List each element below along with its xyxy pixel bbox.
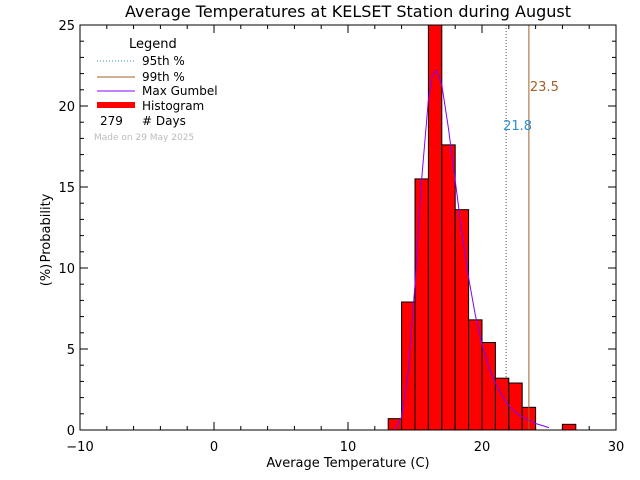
y-axis-label-line2: (%) bbox=[39, 264, 54, 287]
histogram-bar-4 bbox=[441, 144, 456, 431]
y-tick-label: 5 bbox=[67, 343, 75, 358]
legend-gumbel-label: Max Gumbel bbox=[142, 84, 218, 98]
x-tick-label: −10 bbox=[66, 440, 93, 455]
y-tick-label: 20 bbox=[58, 100, 75, 115]
x-axis-label: Average Temperature (C) bbox=[266, 456, 429, 471]
chart-title: Average Temperatures at KELSET Station d… bbox=[125, 2, 571, 21]
y-tick-label: 10 bbox=[58, 262, 75, 277]
percentile-99-label: 23.5 bbox=[530, 80, 559, 95]
legend-histogram-label: Histogram bbox=[142, 99, 204, 113]
histogram-bar-13 bbox=[561, 423, 577, 431]
x-tick-label: 20 bbox=[474, 440, 491, 455]
legend-title: Legend bbox=[129, 37, 177, 52]
y-axis-label-line1: Probability bbox=[39, 193, 54, 262]
histogram-bar-2 bbox=[414, 178, 429, 431]
x-tick-label: 30 bbox=[608, 440, 625, 455]
y-tick-label: 0 bbox=[67, 424, 75, 439]
histogram-bar-9 bbox=[508, 382, 523, 431]
legend: Legend 95th % 99th % Max Gumbel Histogra… bbox=[94, 37, 218, 143]
percentile-95-label: 21.8 bbox=[503, 119, 532, 134]
legend-days-count: 279 bbox=[100, 114, 123, 128]
histogram-bar-5 bbox=[454, 209, 470, 431]
histogram-bar-7 bbox=[481, 342, 496, 431]
made-on-note: Made on 29 May 2025 bbox=[94, 133, 194, 143]
gumbel-curve bbox=[394, 69, 550, 430]
x-tick-label: 10 bbox=[340, 440, 357, 455]
y-tick-label: 25 bbox=[58, 19, 75, 34]
legend-95th-label: 95th % bbox=[142, 54, 185, 68]
legend-days-label: # Days bbox=[142, 114, 186, 128]
legend-99th-label: 99th % bbox=[142, 70, 185, 84]
y-tick-label: 15 bbox=[58, 181, 75, 196]
x-tick-label: 0 bbox=[210, 440, 218, 455]
